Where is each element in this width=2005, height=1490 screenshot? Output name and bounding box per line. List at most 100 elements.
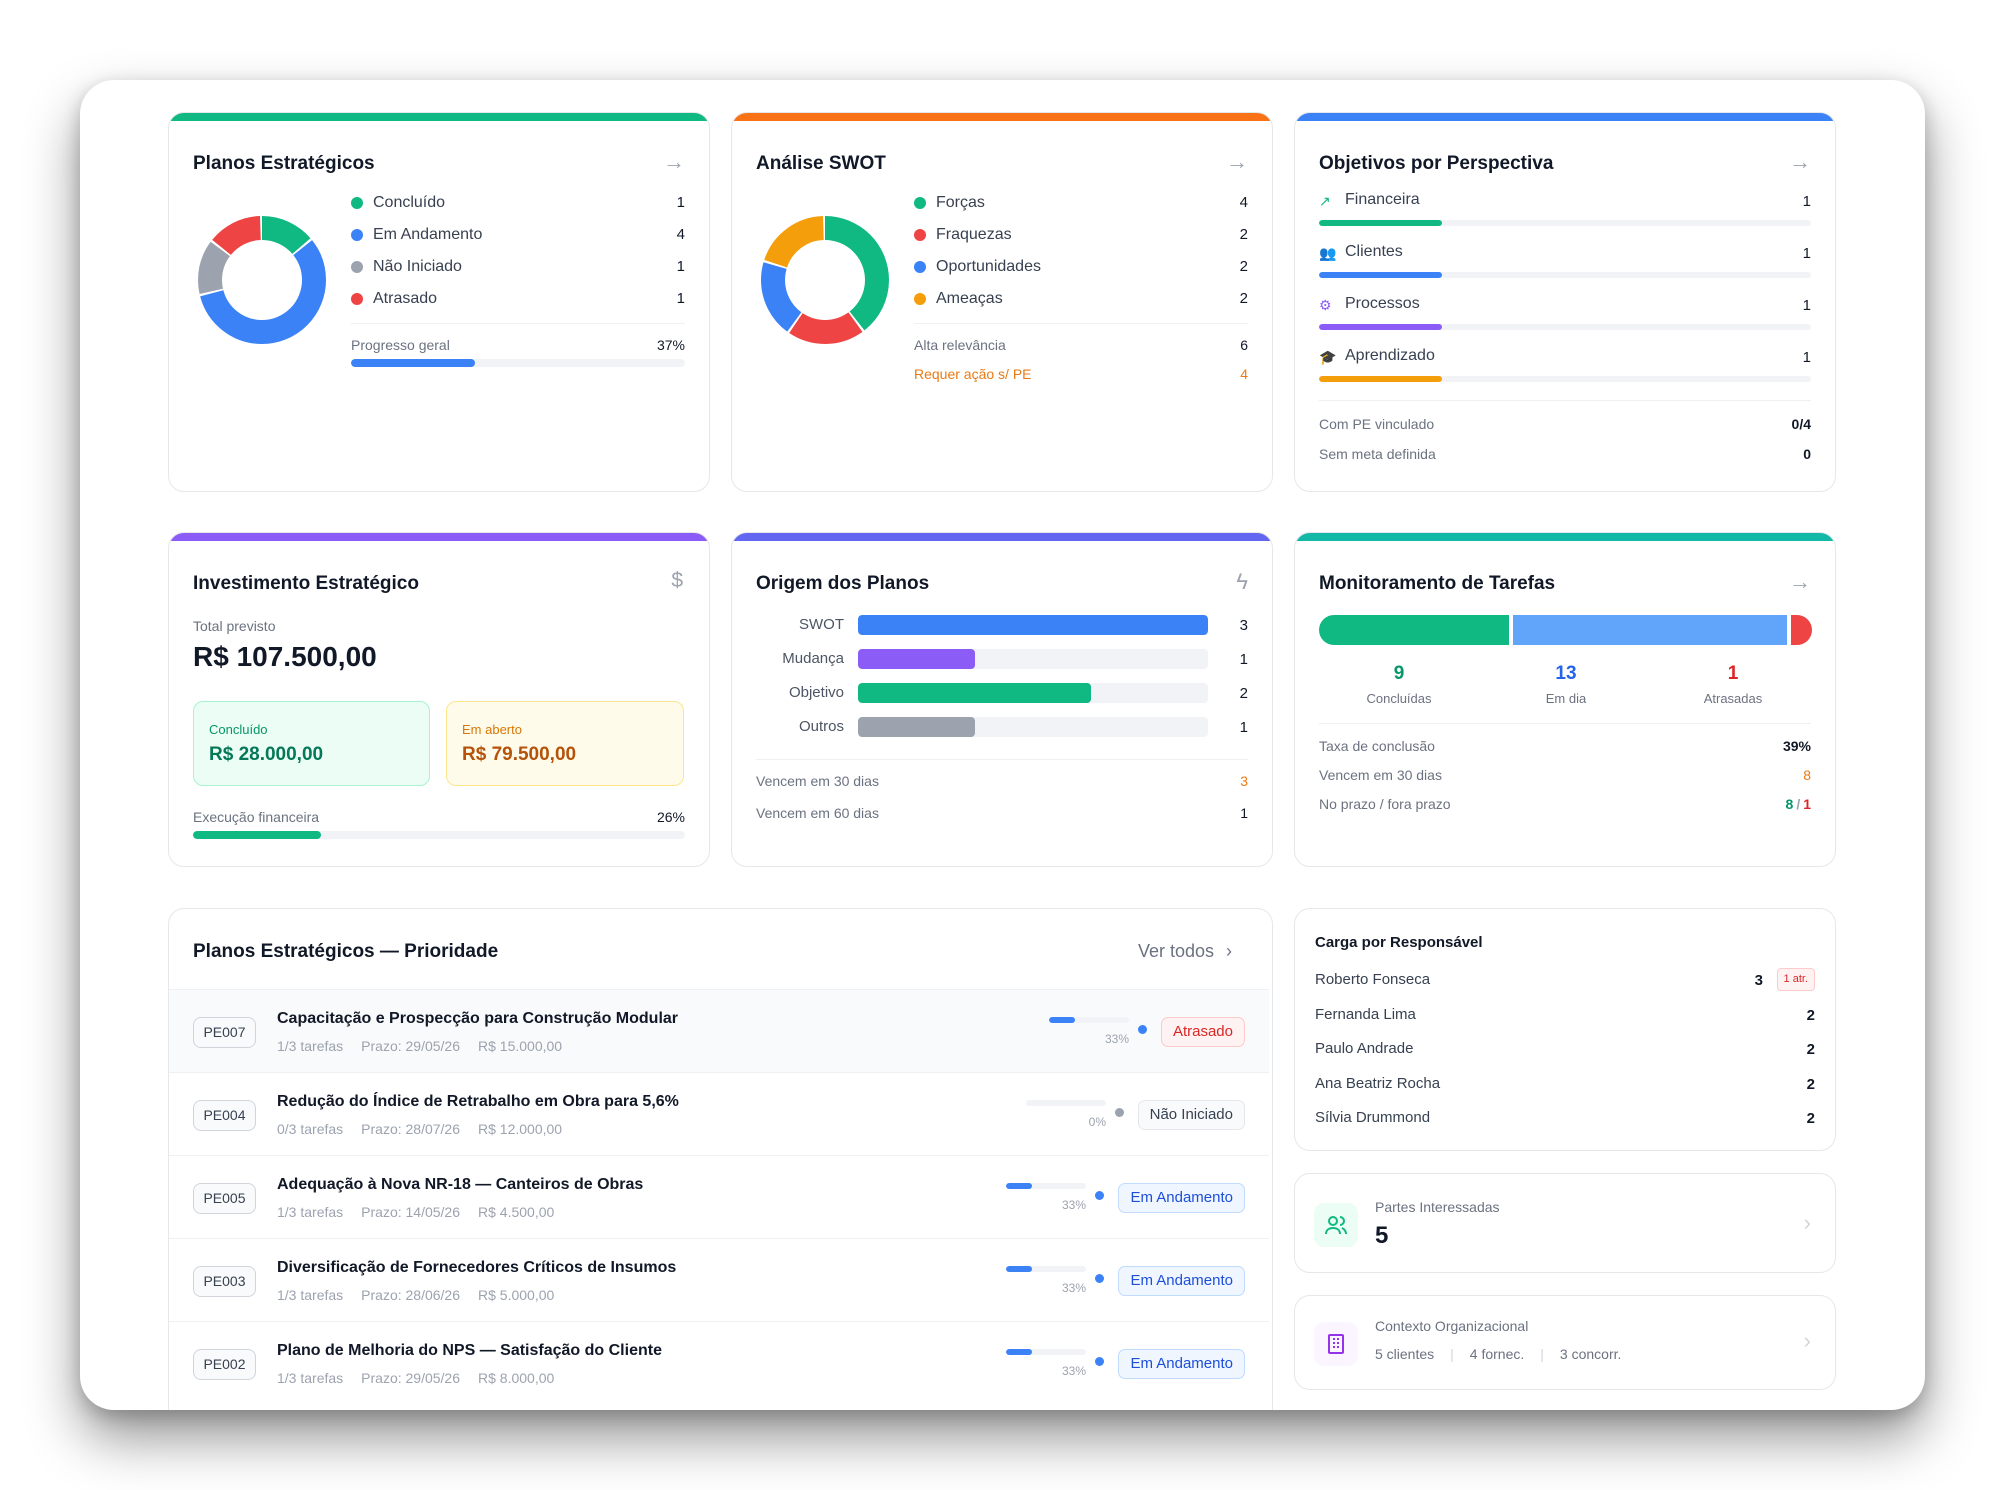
plano-tarefas: 1/3 tarefas xyxy=(277,1287,344,1303)
contexto-counts: 5 clientes | 4 fornec. | 3 concorr. xyxy=(1375,1346,1622,1362)
tarefas-stat-label: Atrasadas xyxy=(1703,691,1763,706)
legend-dot xyxy=(351,293,363,305)
plano-prazo: Prazo: 28/06/26 xyxy=(361,1287,461,1303)
legend-label: Concluído xyxy=(373,194,446,211)
contexto-label: Contexto Organizacional xyxy=(1375,1318,1529,1334)
planos-divider xyxy=(351,323,685,324)
plano-valor: R$ 4.500,00 xyxy=(478,1204,555,1220)
chevron-right-icon: › xyxy=(1226,941,1232,961)
plano-row[interactable]: PE003 Diversificação de Fornecedores Crít… xyxy=(169,1238,1269,1321)
objetivo-bar-fill xyxy=(1319,272,1442,278)
legend-label: Forças xyxy=(936,194,985,211)
arrow-right-icon[interactable]: → xyxy=(1789,149,1811,174)
ver-todos-link[interactable]: Ver todos › xyxy=(1137,941,1232,961)
planos-legend-value: 1 xyxy=(676,194,685,211)
trending-up-icon: ↗ xyxy=(1319,193,1331,209)
partes-value: 5 xyxy=(1375,1222,1389,1249)
donut-slice-1 xyxy=(198,216,326,344)
investimento-card: Investimento Estratégico $ Total previst… xyxy=(168,532,710,867)
origem-bar xyxy=(858,683,1092,703)
origem-bar-label: SWOT xyxy=(799,616,844,633)
chevron-right-icon[interactable]: › xyxy=(1803,1210,1811,1235)
vence30-value: 3 xyxy=(1240,773,1248,789)
objetivo-label: Clientes xyxy=(1345,243,1403,260)
tarefas-segment xyxy=(1790,615,1812,645)
plano-progress-bar xyxy=(1006,1349,1086,1355)
donut-slice-1 xyxy=(761,216,889,344)
legend-label: Atrasado xyxy=(373,290,438,307)
arrow-right-icon[interactable]: → xyxy=(663,149,685,174)
arrow-right-icon[interactable]: → xyxy=(1789,569,1811,594)
plano-progress-percent: 33% xyxy=(1061,1281,1086,1295)
plano-title: Diversificação de Fornecedores Críticos … xyxy=(277,1259,677,1276)
status-dot xyxy=(1138,1025,1147,1034)
objetivos-card[interactable]: Objetivos por Perspectiva → Com PE vincu… xyxy=(1294,112,1836,492)
tarefas-segment xyxy=(1319,615,1509,645)
origem-bar-label: Objetivo xyxy=(788,684,844,701)
objetivo-label: Processos xyxy=(1345,295,1420,312)
swot-legend-item: Oportunidades xyxy=(914,255,1041,279)
objetivo-value: 1 xyxy=(1802,245,1811,262)
responsavel-name: Fernanda Lima xyxy=(1315,1005,1416,1023)
swot-legend-value: 4 xyxy=(1239,194,1248,211)
tarefas-segment xyxy=(1512,615,1787,645)
objetivo-bar xyxy=(1319,220,1811,226)
plano-valor: R$ 8.000,00 xyxy=(478,1370,555,1386)
prazo-label: No prazo / fora prazo xyxy=(1319,796,1451,812)
objetivo-bar xyxy=(1319,376,1811,382)
origem-bar-track xyxy=(858,649,1208,669)
objetivo-bar xyxy=(1319,324,1811,330)
execucao-bar-fill xyxy=(193,831,321,839)
chevron-right-icon[interactable]: › xyxy=(1803,1328,1811,1353)
pe-vinculado-value: 0/4 xyxy=(1791,416,1811,432)
swot-legend-item: Forças xyxy=(914,191,985,215)
contexto-card[interactable]: Contexto Organizacional 5 clientes | 4 for… xyxy=(1294,1295,1836,1390)
objetivo-bar-fill xyxy=(1319,376,1442,382)
legend-dot xyxy=(914,293,926,305)
planos-card[interactable]: Planos Estratégicos → Progresso geral 37… xyxy=(168,112,710,492)
plano-row[interactable]: PE005 Adequação à Nova NR-18 — Canteiros … xyxy=(169,1155,1269,1238)
origem-bar xyxy=(858,649,975,669)
swot-card[interactable]: Análise SWOT → Alta relevância 6 Requer … xyxy=(731,112,1273,492)
legend-dot xyxy=(914,229,926,241)
legend-dot xyxy=(351,197,363,209)
plano-code: PE007 xyxy=(193,1017,256,1048)
swot-title: Análise SWOT xyxy=(756,153,886,174)
tarefas-stat-value: 1 xyxy=(1727,663,1739,684)
plano-row[interactable]: PE007 Capacitação e Prospecção para Const… xyxy=(169,989,1269,1072)
plano-tarefas: 1/3 tarefas xyxy=(277,1370,344,1386)
objetivo-label: Aprendizado xyxy=(1345,347,1435,364)
progress-label: Progresso geral xyxy=(351,337,450,353)
planos-legend-value: 4 xyxy=(676,226,685,243)
plano-prazo: Prazo: 28/07/26 xyxy=(361,1121,461,1137)
donut-slice-0 xyxy=(198,216,326,344)
plano-progress-percent: 33% xyxy=(1061,1364,1086,1378)
vence30-label: Vencem em 30 dias xyxy=(756,773,879,789)
arrow-right-icon[interactable]: → xyxy=(1226,149,1248,174)
plano-progress-bar xyxy=(1049,1017,1129,1023)
responsavel-count: 3 xyxy=(1754,972,1763,989)
partes-card[interactable]: Partes Interessadas 5 › xyxy=(1294,1173,1836,1273)
vence60-value: 1 xyxy=(1240,805,1248,821)
vence-tarefas-label: Vencem em 30 dias xyxy=(1319,767,1442,783)
dollar-icon: $ xyxy=(671,569,683,592)
plano-title: Adequação à Nova NR-18 — Canteiros de Ob… xyxy=(277,1176,644,1193)
prioridade-card: Planos Estratégicos — Prioridade Ver tod… xyxy=(168,908,1273,1410)
tarefas-stat-value: 13 xyxy=(1555,663,1577,684)
tarefas-card[interactable]: Monitoramento de Tarefas → Taxa de concl… xyxy=(1294,532,1836,867)
vence60-label: Vencem em 60 dias xyxy=(756,805,879,821)
users-icon: 👥 xyxy=(1319,245,1337,261)
swot-legend-value: 2 xyxy=(1239,258,1248,275)
origem-bar xyxy=(858,615,1208,635)
dashboard-window: Planos Estratégicos → Progresso geral 37… xyxy=(80,80,1925,1410)
carga-title: Carga por Responsável xyxy=(1315,934,1483,951)
investimento-accent-bar xyxy=(169,533,709,541)
plano-row[interactable]: PE004 Redução do Índice de Retrabalho em … xyxy=(169,1072,1269,1155)
swot-divider xyxy=(914,323,1248,324)
plano-row[interactable]: PE002 Plano de Melhoria do NPS — Satisfaç… xyxy=(169,1321,1269,1404)
origem-bar-label: Mudança xyxy=(782,650,844,667)
swot-legend-value: 2 xyxy=(1239,290,1248,307)
status-badge: Atrasado xyxy=(1160,1017,1245,1047)
graduation-cap-icon: 🎓 xyxy=(1319,349,1337,365)
plano-prazo: Prazo: 14/05/26 xyxy=(361,1204,461,1220)
